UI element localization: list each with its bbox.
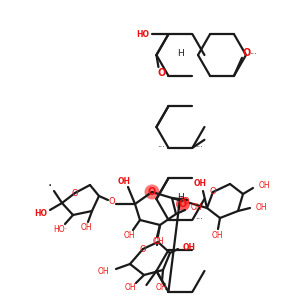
Text: ···: ···	[196, 143, 203, 152]
Text: O: O	[154, 236, 160, 245]
Text: HO: HO	[136, 30, 149, 39]
Text: HO·: HO·	[53, 224, 67, 233]
Text: O: O	[210, 188, 216, 196]
Text: OH: OH	[98, 266, 109, 275]
Text: OH: OH	[124, 283, 136, 292]
Text: OH: OH	[211, 230, 223, 239]
Text: O: O	[148, 187, 156, 197]
Text: O: O	[179, 199, 187, 209]
Circle shape	[145, 184, 160, 200]
Text: ···: ···	[249, 50, 257, 59]
Text: O: O	[183, 197, 189, 206]
Text: OH: OH	[259, 181, 271, 190]
Text: OH: OH	[80, 224, 92, 232]
Text: O: O	[72, 188, 78, 197]
Text: OH: OH	[118, 176, 130, 185]
Text: O: O	[243, 48, 251, 58]
Text: OH: OH	[191, 203, 202, 212]
Text: H: H	[177, 193, 184, 202]
Text: OH: OH	[194, 179, 206, 188]
Text: ···: ···	[158, 143, 165, 152]
Text: OH: OH	[152, 236, 164, 245]
Text: H: H	[177, 49, 184, 58]
Text: OH: OH	[123, 230, 135, 239]
Text: OH: OH	[155, 283, 167, 292]
Text: ·: ·	[48, 179, 52, 193]
Text: OH: OH	[183, 242, 196, 251]
Text: O: O	[109, 197, 115, 206]
Text: HO: HO	[34, 209, 47, 218]
Text: O: O	[157, 68, 166, 78]
Text: ···: ···	[196, 215, 203, 224]
Text: O: O	[140, 244, 146, 253]
Circle shape	[176, 197, 190, 211]
Text: OH: OH	[256, 202, 268, 211]
